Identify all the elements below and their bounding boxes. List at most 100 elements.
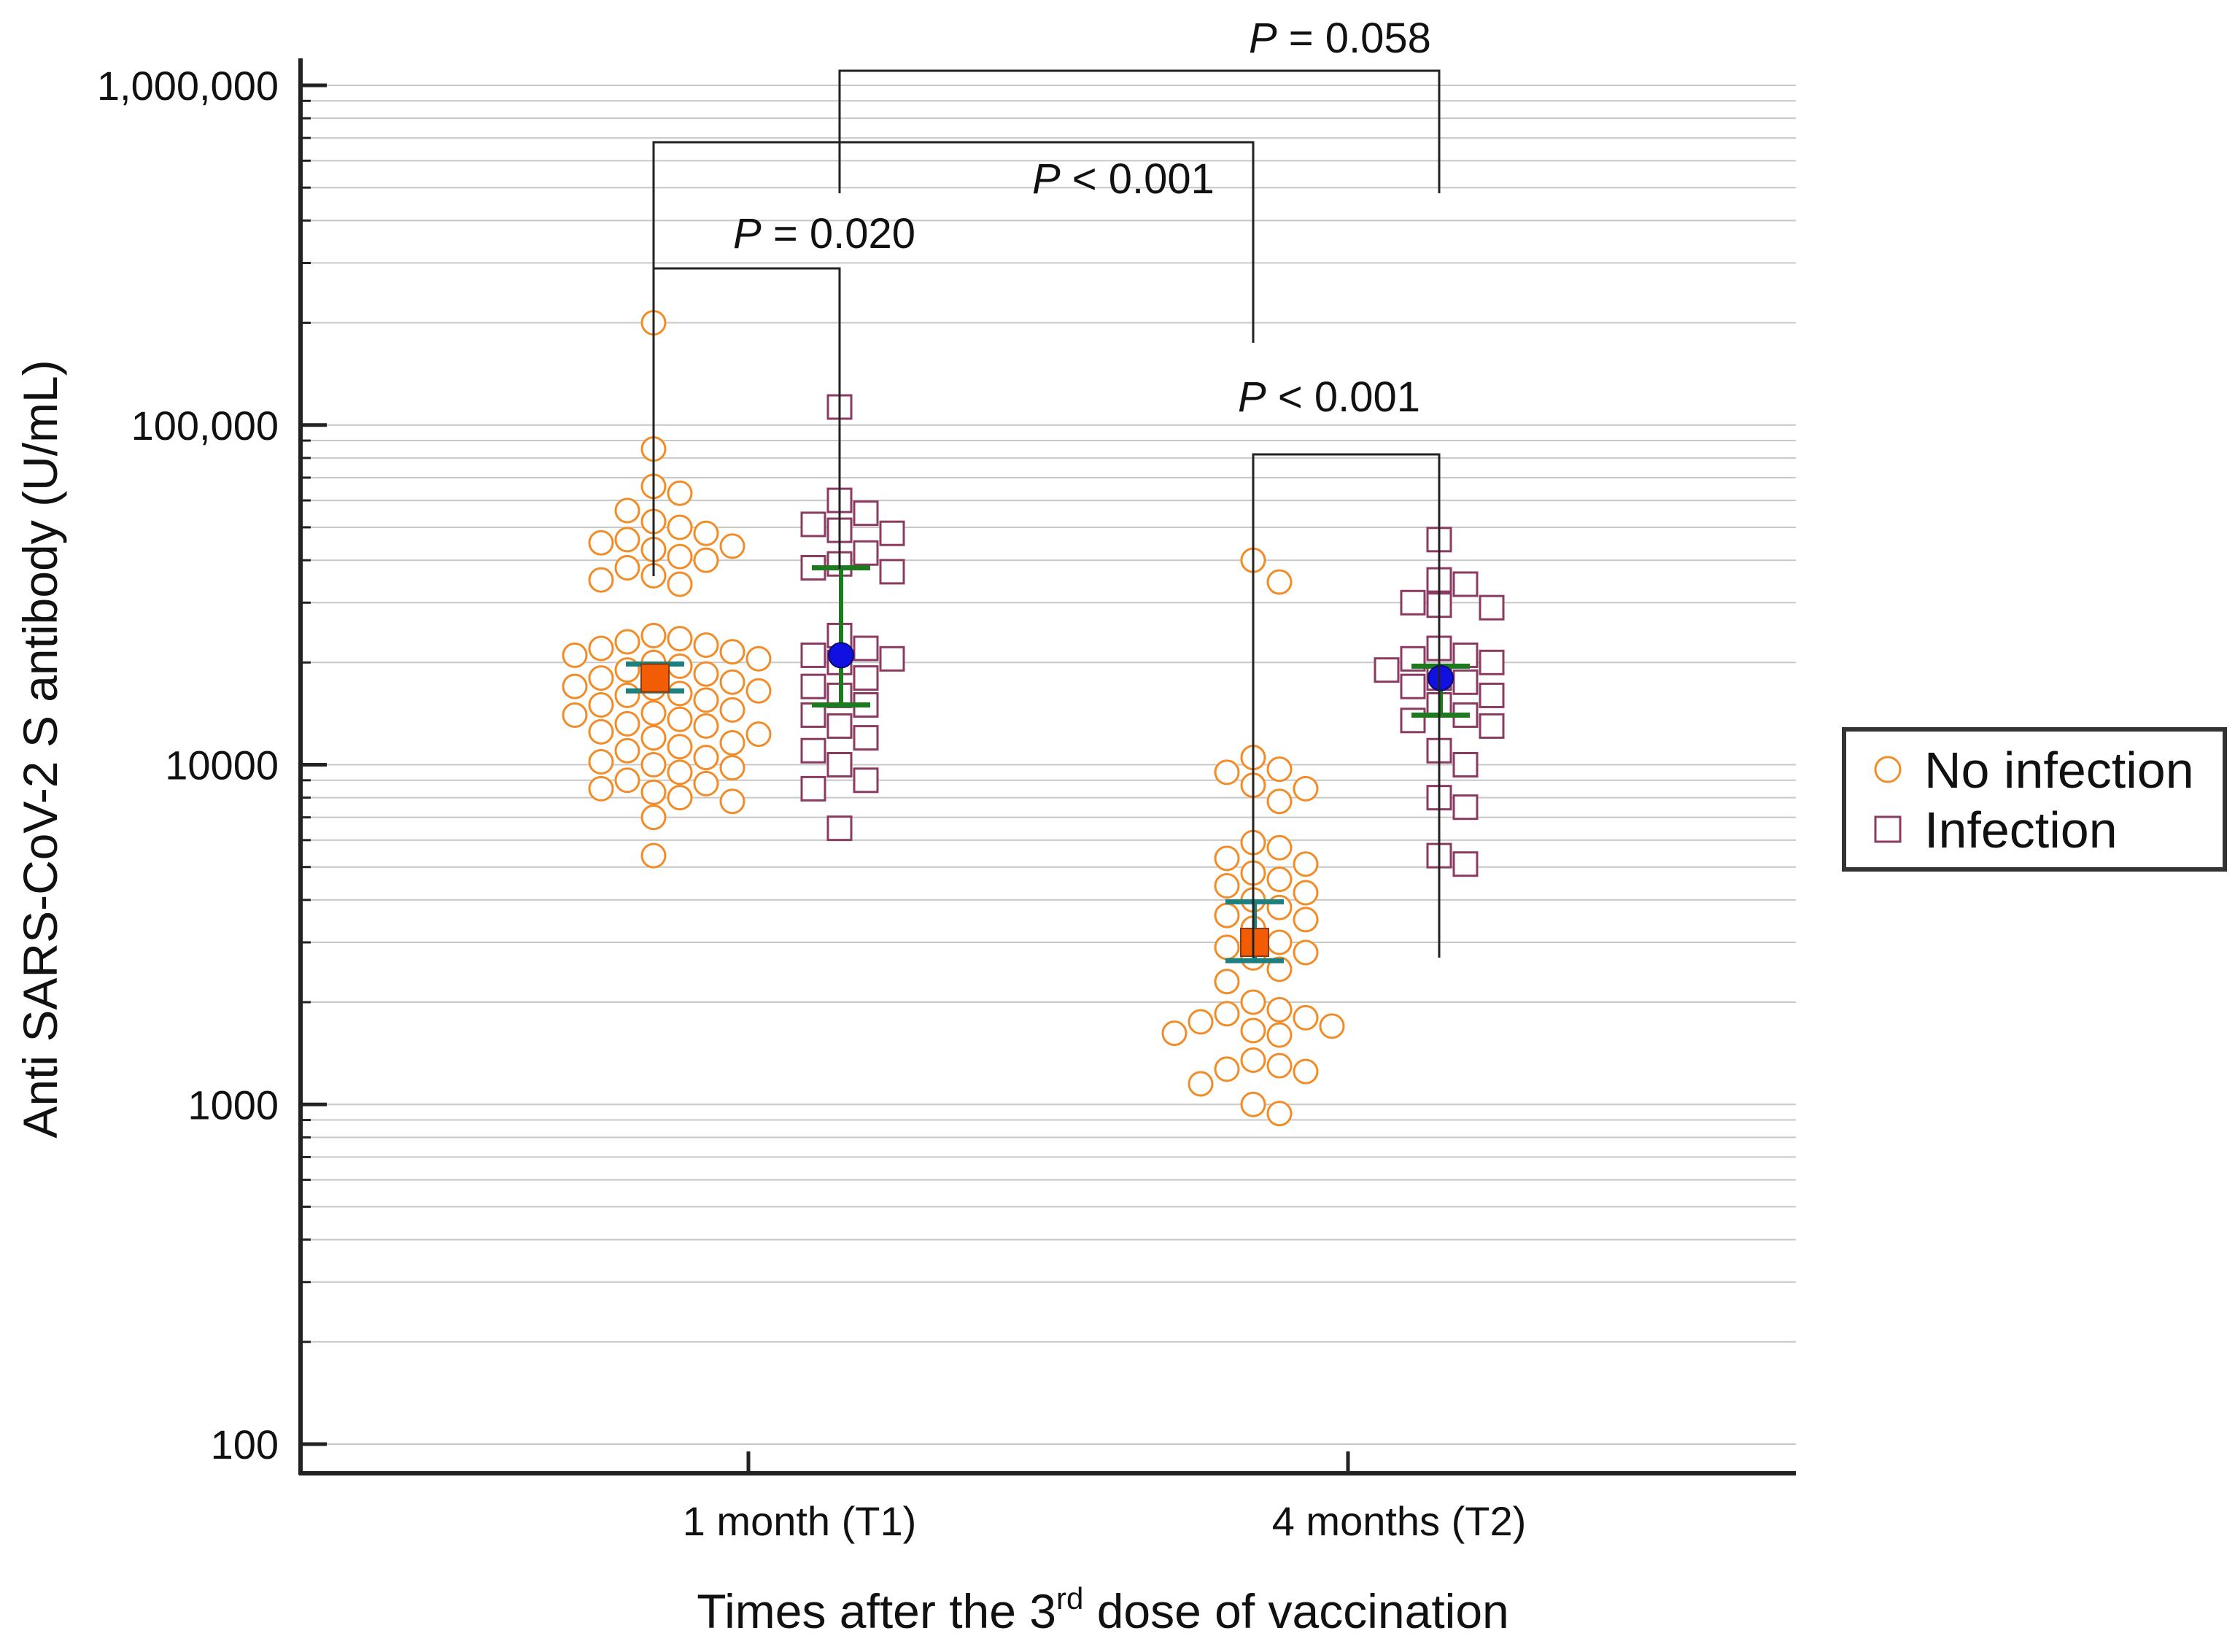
y-tick-label: 1,000,000 xyxy=(97,63,279,109)
x-tick-label: 1 month (T1) xyxy=(683,1498,917,1544)
point-no-infection xyxy=(1188,1071,1214,1097)
point-infection xyxy=(1452,571,1479,597)
point-no-infection xyxy=(745,678,772,704)
axes: 100 1000 10000 100,000 1,000,000 1 month (T1)… xyxy=(97,58,1796,1544)
point-no-infection xyxy=(562,642,588,668)
comparison-p-symbol: P xyxy=(1249,15,1277,62)
point-no-infection xyxy=(667,480,693,506)
point-no-infection xyxy=(614,710,640,737)
point-no-infection xyxy=(667,706,693,732)
comparison-p-value: < 0.001 xyxy=(1266,373,1420,421)
point-infection xyxy=(1479,649,1505,675)
comparison-label: P < 0.001 xyxy=(1032,155,1215,203)
point-no-infection xyxy=(693,661,719,687)
mean-marker-infection xyxy=(1428,664,1454,691)
comparison-label: P = 0.020 xyxy=(733,210,915,257)
point-no-infection xyxy=(588,748,614,775)
point-no-infection xyxy=(588,691,614,718)
point-no-infection xyxy=(1266,929,1293,955)
point-no-infection xyxy=(667,571,693,597)
point-infection xyxy=(1400,673,1426,699)
comparison-bracket xyxy=(838,69,1441,193)
y-axis-title: Anti SARS-CoV-2 S antibody (U/mL) xyxy=(13,360,67,1138)
point-no-infection xyxy=(667,626,693,652)
point-no-infection xyxy=(667,734,693,760)
comparison-p-symbol: P xyxy=(1032,155,1061,203)
point-infection xyxy=(853,635,879,662)
point-no-infection xyxy=(1266,756,1293,783)
point-no-infection xyxy=(1319,1013,1345,1039)
point-no-infection xyxy=(693,713,719,739)
grid-lines xyxy=(301,85,1796,1445)
mean-marker-infection xyxy=(828,642,854,669)
point-no-infection xyxy=(1240,1017,1266,1044)
point-infection xyxy=(1479,594,1505,621)
point-no-infection xyxy=(693,770,719,796)
point-no-infection xyxy=(1266,788,1293,815)
point-no-infection xyxy=(667,680,693,707)
point-no-infection xyxy=(640,804,667,831)
point-no-infection xyxy=(614,497,640,524)
point-no-infection xyxy=(1266,996,1293,1023)
data-points xyxy=(562,310,1505,1127)
point-no-infection xyxy=(562,673,588,699)
point-infection xyxy=(879,559,905,585)
comparison-p-value: = 0.058 xyxy=(1277,15,1431,62)
point-no-infection xyxy=(1161,1020,1188,1047)
point-no-infection xyxy=(1240,1047,1266,1074)
point-no-infection xyxy=(588,718,614,745)
point-no-infection xyxy=(1188,1009,1214,1035)
point-no-infection xyxy=(1266,1052,1293,1079)
point-infection xyxy=(1479,713,1505,739)
y-tick-label: 1000 xyxy=(187,1082,279,1128)
point-infection xyxy=(800,737,826,764)
point-no-infection xyxy=(1266,834,1293,861)
point-no-infection xyxy=(640,725,667,751)
point-no-infection xyxy=(1214,969,1240,995)
comparison-p-value: = 0.020 xyxy=(762,210,915,257)
point-infection xyxy=(853,767,879,794)
point-no-infection xyxy=(667,543,693,570)
x-axis-title: Times after the 3rd dose of vaccination xyxy=(697,1581,1508,1638)
point-no-infection xyxy=(588,635,614,662)
point-no-infection xyxy=(1266,1101,1293,1127)
point-no-infection xyxy=(719,533,745,559)
point-infection xyxy=(853,725,879,751)
comparison-p-symbol: P xyxy=(1238,373,1266,421)
point-no-infection xyxy=(1293,1058,1319,1085)
point-no-infection xyxy=(719,697,745,723)
point-no-infection xyxy=(1266,866,1293,893)
point-infection xyxy=(1452,642,1479,668)
point-no-infection xyxy=(614,767,640,794)
summary-markers xyxy=(626,565,1470,963)
point-no-infection xyxy=(1214,1001,1240,1027)
point-no-infection xyxy=(1293,775,1319,802)
point-no-infection xyxy=(719,788,745,815)
point-infection xyxy=(1400,707,1426,734)
point-no-infection xyxy=(1266,956,1293,982)
x-axis-title-suffix: dose of vaccination xyxy=(1083,1584,1508,1638)
point-no-infection xyxy=(588,567,614,593)
point-infection xyxy=(826,752,853,777)
point-no-infection xyxy=(1293,851,1319,877)
point-infection xyxy=(879,520,905,546)
y-tick-label: 10000 xyxy=(165,742,279,788)
point-no-infection xyxy=(1240,989,1266,1015)
point-no-infection xyxy=(667,759,693,786)
point-infection xyxy=(826,815,853,842)
comparison-label: P = 0.058 xyxy=(1249,15,1431,62)
point-no-infection xyxy=(640,622,667,648)
legend-marker-square xyxy=(1874,815,1902,843)
point-infection xyxy=(853,540,879,566)
point-infection xyxy=(800,673,826,699)
point-infection xyxy=(879,645,905,672)
point-infection xyxy=(1374,657,1400,683)
point-no-infection xyxy=(588,530,614,556)
comparison-label: P < 0.001 xyxy=(1238,373,1420,421)
comparison-p-value: < 0.001 xyxy=(1061,155,1215,203)
legend-label: No infection xyxy=(1924,742,2194,799)
point-no-infection xyxy=(719,729,745,756)
point-no-infection xyxy=(719,755,745,781)
